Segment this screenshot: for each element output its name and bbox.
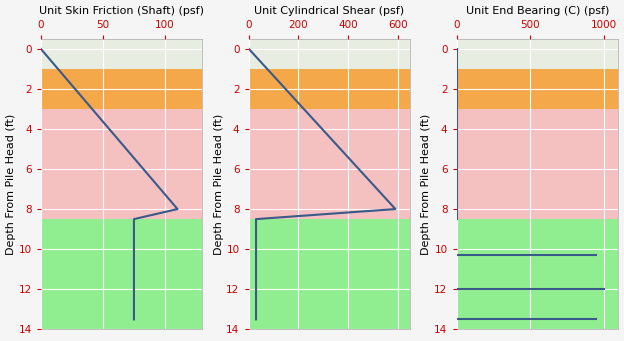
Y-axis label: Depth From Pile Head (ft): Depth From Pile Head (ft): [213, 113, 223, 255]
Y-axis label: Depth From Pile Head (ft): Depth From Pile Head (ft): [421, 113, 431, 255]
Bar: [41, 69, 202, 109]
Bar: [457, 109, 618, 219]
Title: Unit End Bearing (C) (psf): Unit End Bearing (C) (psf): [466, 5, 609, 16]
Bar: [248, 219, 411, 340]
Bar: [41, 109, 202, 219]
Bar: [41, 39, 202, 69]
Bar: [248, 109, 411, 219]
Bar: [248, 39, 411, 69]
Bar: [457, 69, 618, 109]
Bar: [457, 39, 618, 69]
Title: Unit Cylindrical Shear (psf): Unit Cylindrical Shear (psf): [255, 5, 404, 16]
Bar: [248, 69, 411, 109]
Y-axis label: Depth From Pile Head (ft): Depth From Pile Head (ft): [6, 113, 16, 255]
Bar: [41, 219, 202, 340]
Bar: [457, 219, 618, 340]
Title: Unit Skin Friction (Shaft) (psf): Unit Skin Friction (Shaft) (psf): [39, 5, 204, 16]
